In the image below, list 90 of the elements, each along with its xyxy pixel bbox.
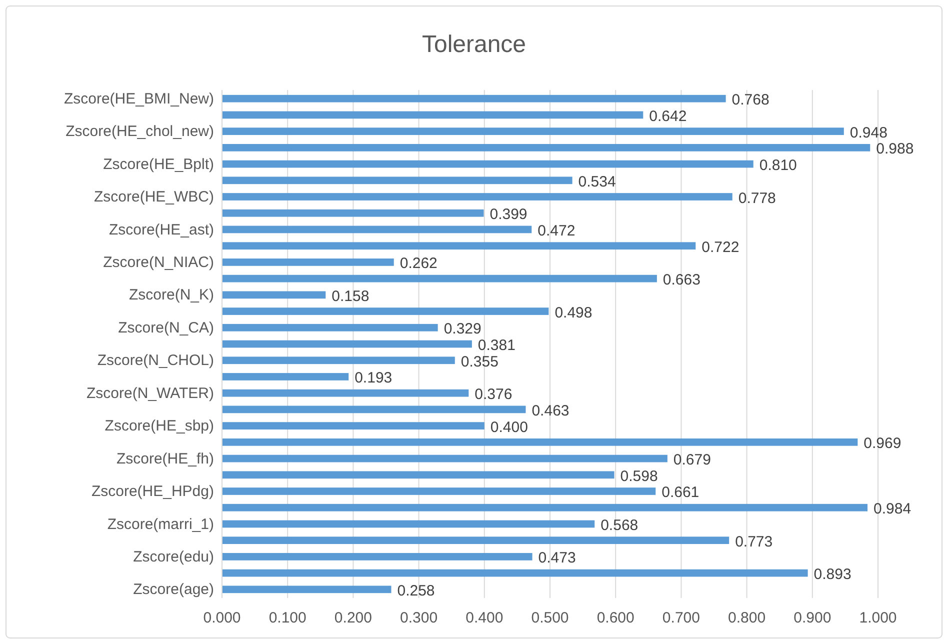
data-label: 0.988 <box>876 140 914 158</box>
data-label: 0.663 <box>662 272 700 289</box>
bar <box>222 144 870 152</box>
bar <box>222 569 808 577</box>
y-tick-label: Zscore(N_WATER) <box>86 384 214 402</box>
bar <box>222 160 754 168</box>
x-tick-label: 0.500 <box>531 610 569 627</box>
data-label: 0.329 <box>444 320 482 338</box>
data-label: 0.399 <box>490 206 528 224</box>
x-tick-label: 0.700 <box>662 610 700 627</box>
y-tick-label: Zscore(HE_HPdg) <box>91 483 214 500</box>
data-label: 0.778 <box>738 190 776 207</box>
x-tick-label: 0.800 <box>728 610 766 627</box>
data-label: 0.262 <box>400 255 438 272</box>
y-tick-label: Zscore(edu) <box>133 548 214 566</box>
data-label: 0.568 <box>600 516 638 534</box>
x-tick-label: 1.000 <box>859 610 897 627</box>
y-tick-label: Zscore(HE_sbp) <box>104 418 214 435</box>
bar <box>222 193 732 200</box>
bar <box>222 308 549 315</box>
bar <box>222 520 595 528</box>
y-tick-label: Zscore(HE_chol_new) <box>66 123 214 140</box>
data-label: 0.773 <box>735 533 773 550</box>
bar <box>222 94 726 102</box>
data-label: 0.948 <box>850 124 888 142</box>
data-label: 0.768 <box>732 92 770 109</box>
data-label: 0.661 <box>662 484 700 502</box>
data-label: 0.722 <box>702 238 740 256</box>
data-label: 0.598 <box>620 468 658 485</box>
bar <box>222 389 469 397</box>
data-label: 0.400 <box>490 418 528 436</box>
y-tick-label: Zscore(marri_1) <box>107 516 214 533</box>
bar <box>222 373 349 380</box>
y-tick-label: Zscore(N_CHOL) <box>97 352 214 370</box>
bar <box>222 454 668 462</box>
bar <box>222 209 484 217</box>
data-label: 0.969 <box>864 435 902 452</box>
bar <box>222 422 484 430</box>
y-tick-label: Zscore(N_K) <box>128 286 214 304</box>
data-label: 0.376 <box>474 386 512 404</box>
x-tick-label: 0.400 <box>466 610 504 627</box>
bar <box>222 356 455 364</box>
bar <box>222 536 730 544</box>
y-tick-label: Zscore(HE_WBC) <box>94 188 214 206</box>
bar <box>222 242 696 250</box>
bar <box>222 128 844 135</box>
bar <box>222 438 858 446</box>
bar <box>222 324 438 332</box>
bar <box>222 553 532 560</box>
data-label: 0.355 <box>460 353 498 370</box>
data-label: 0.381 <box>478 337 516 354</box>
data-label: 0.258 <box>397 582 435 600</box>
bar <box>222 226 532 234</box>
data-label: 0.193 <box>354 370 392 387</box>
data-label: 0.498 <box>554 304 592 322</box>
y-tick-label: Zscore(N_NIAC) <box>103 254 214 271</box>
data-label: 0.893 <box>814 566 852 584</box>
data-label: 0.984 <box>874 500 912 518</box>
y-tick-label: Zscore(N_CA) <box>118 319 214 336</box>
data-label: 0.158 <box>332 288 370 305</box>
data-label: 0.472 <box>538 222 576 240</box>
data-label: 0.679 <box>673 452 711 469</box>
data-label: 0.810 <box>759 157 797 174</box>
chart-title: Tolerance <box>422 31 526 58</box>
bar <box>222 471 614 479</box>
y-tick-label: Zscore(HE_BMI_New) <box>64 90 214 108</box>
data-label: 0.642 <box>649 108 687 125</box>
x-tick-label: 0.000 <box>203 610 241 627</box>
x-tick-label: 0.900 <box>794 610 832 627</box>
bar <box>222 111 644 119</box>
bar <box>222 291 326 299</box>
data-label: 0.473 <box>538 550 576 567</box>
bar <box>222 176 572 184</box>
bar <box>222 504 868 512</box>
data-label: 0.463 <box>532 402 570 420</box>
y-tick-label: Zscore(HE_fh) <box>116 450 214 468</box>
y-tick-label: Zscore(HE_Bplt) <box>103 156 214 173</box>
data-label: 0.534 <box>578 173 616 190</box>
bar <box>222 406 526 414</box>
x-tick-label: 0.300 <box>400 610 438 627</box>
x-tick-label: 0.600 <box>596 610 634 627</box>
bar <box>222 274 657 282</box>
y-tick-label: Zscore(HE_ast) <box>108 221 214 238</box>
bar <box>222 258 394 266</box>
bar <box>222 586 392 594</box>
y-tick-label: Zscore(age) <box>133 581 214 598</box>
bar <box>222 488 656 495</box>
bar <box>222 340 472 348</box>
x-tick-label: 0.100 <box>268 610 306 627</box>
x-tick-label: 0.200 <box>334 610 372 627</box>
